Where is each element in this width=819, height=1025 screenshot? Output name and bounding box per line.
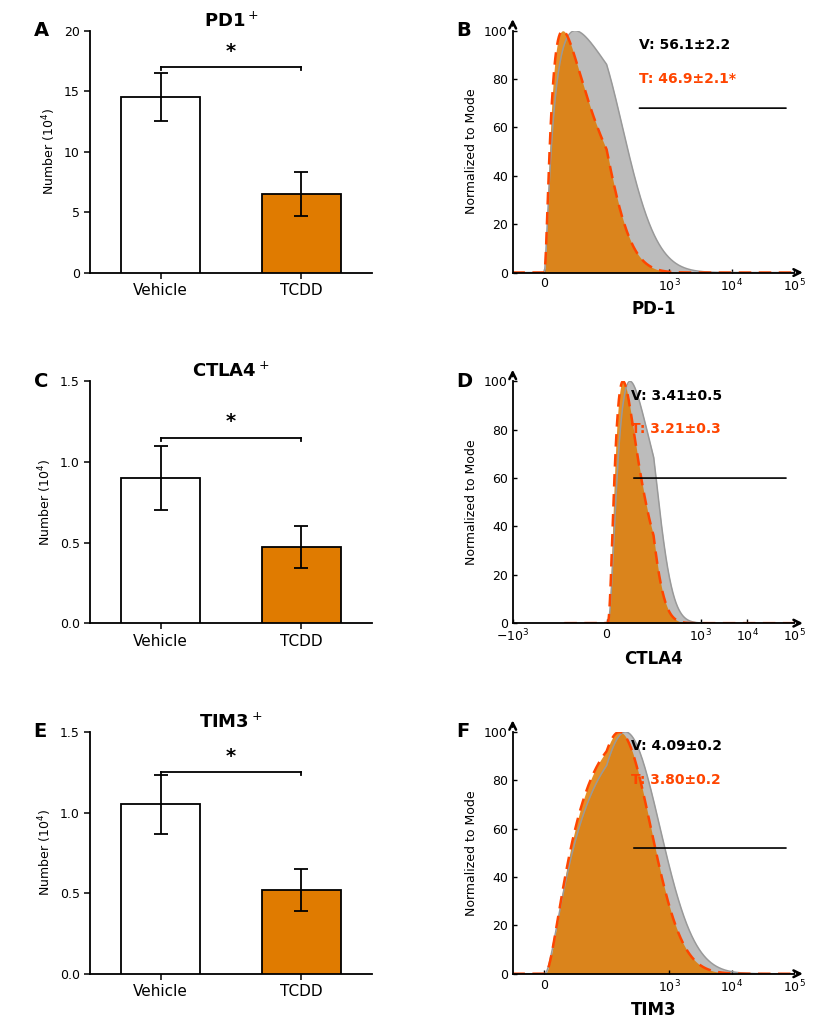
- Y-axis label: Number (10$^4$): Number (10$^4$): [41, 109, 58, 195]
- Bar: [262, 194, 341, 273]
- Text: V: 3.41±0.5: V: 3.41±0.5: [631, 388, 722, 403]
- Text: T: 3.21±0.3: T: 3.21±0.3: [631, 422, 721, 437]
- Text: V: 4.09±0.2: V: 4.09±0.2: [631, 739, 722, 753]
- Text: T: 46.9±2.1*: T: 46.9±2.1*: [640, 72, 736, 86]
- Text: E: E: [34, 723, 47, 741]
- Text: *: *: [226, 412, 236, 432]
- Title: CTLA4$^+$: CTLA4$^+$: [192, 362, 269, 381]
- Text: *: *: [226, 747, 236, 766]
- X-axis label: TIM3: TIM3: [631, 1000, 676, 1019]
- Text: C: C: [34, 372, 48, 391]
- Bar: [262, 547, 341, 623]
- Y-axis label: Normalized to Mode: Normalized to Mode: [465, 89, 478, 214]
- Text: D: D: [456, 372, 473, 391]
- X-axis label: PD-1: PD-1: [631, 299, 676, 318]
- Text: V: 56.1±2.2: V: 56.1±2.2: [640, 38, 731, 52]
- Bar: [262, 890, 341, 974]
- X-axis label: CTLA4: CTLA4: [624, 650, 683, 668]
- Bar: [121, 97, 200, 273]
- Y-axis label: Normalized to Mode: Normalized to Mode: [465, 440, 478, 565]
- Text: F: F: [456, 723, 469, 741]
- Text: B: B: [456, 22, 471, 40]
- Title: PD1$^+$: PD1$^+$: [204, 11, 258, 31]
- Text: T: 3.80±0.2: T: 3.80±0.2: [631, 773, 721, 787]
- Y-axis label: Number (10$^4$): Number (10$^4$): [37, 810, 54, 896]
- Y-axis label: Number (10$^4$): Number (10$^4$): [37, 459, 54, 545]
- Text: *: *: [226, 42, 236, 60]
- Title: TIM3$^+$: TIM3$^+$: [199, 712, 263, 732]
- Bar: [121, 805, 200, 974]
- Bar: [121, 478, 200, 623]
- Y-axis label: Normalized to Mode: Normalized to Mode: [465, 790, 478, 915]
- Text: A: A: [34, 22, 49, 40]
